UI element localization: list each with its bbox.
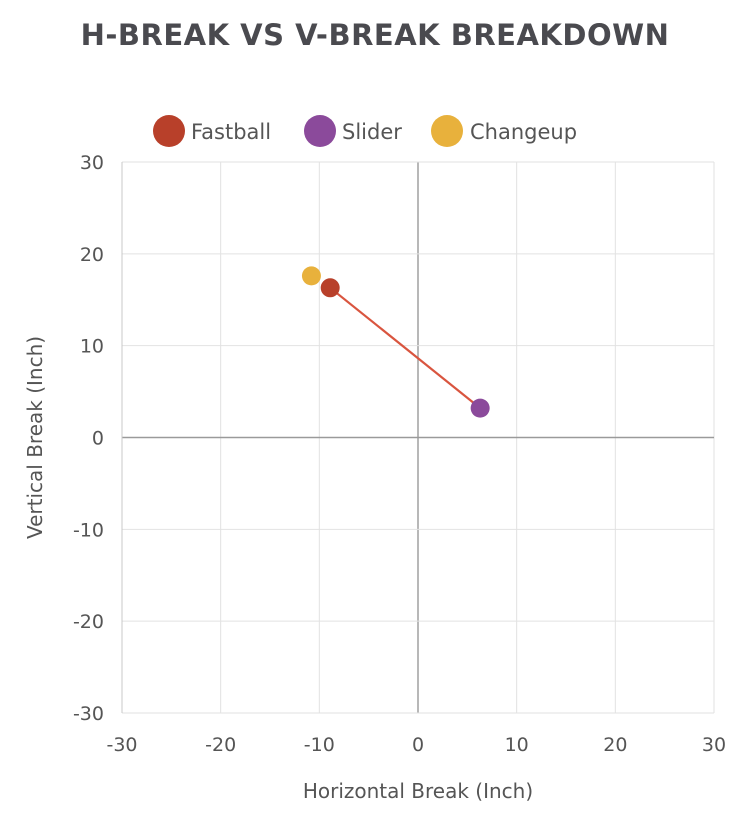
point-slider <box>470 398 490 418</box>
x-tick-label: 10 <box>505 734 529 756</box>
legend-marker-fastball <box>153 115 185 147</box>
y-tick-label: 0 <box>92 428 104 450</box>
legend-label-changeup: Changeup <box>470 120 577 144</box>
x-tick-label: -20 <box>205 734 236 756</box>
y-axis-title: Vertical Break (Inch) <box>23 336 47 539</box>
legend-label-slider: Slider <box>342 120 402 144</box>
y-tick-label: -20 <box>73 611 104 633</box>
chart-title: H-BREAK VS V-BREAK BREAKDOWN <box>80 18 670 52</box>
y-tick-label: 30 <box>80 152 104 174</box>
y-tick-label: -10 <box>73 519 104 541</box>
gridlines <box>121 161 715 714</box>
x-tick-label: -10 <box>304 734 335 756</box>
point-changeup <box>301 266 321 286</box>
x-axis-title: Horizontal Break (Inch) <box>303 779 533 803</box>
connector-line <box>329 286 481 409</box>
y-tick-label: -30 <box>73 703 104 725</box>
x-tick-label: -30 <box>106 734 137 756</box>
y-tick-label: 10 <box>80 336 104 358</box>
legend-marker-slider <box>304 115 336 147</box>
legend: Fastball Slider Changeup <box>153 115 577 147</box>
x-tick-label: 0 <box>412 734 424 756</box>
x-tick-label: 30 <box>702 734 726 756</box>
x-tick-label: 20 <box>603 734 627 756</box>
legend-label-fastball: Fastball <box>191 120 271 144</box>
legend-marker-changeup <box>431 115 463 147</box>
point-fastball <box>320 278 340 298</box>
y-tick-label: 20 <box>80 244 104 266</box>
